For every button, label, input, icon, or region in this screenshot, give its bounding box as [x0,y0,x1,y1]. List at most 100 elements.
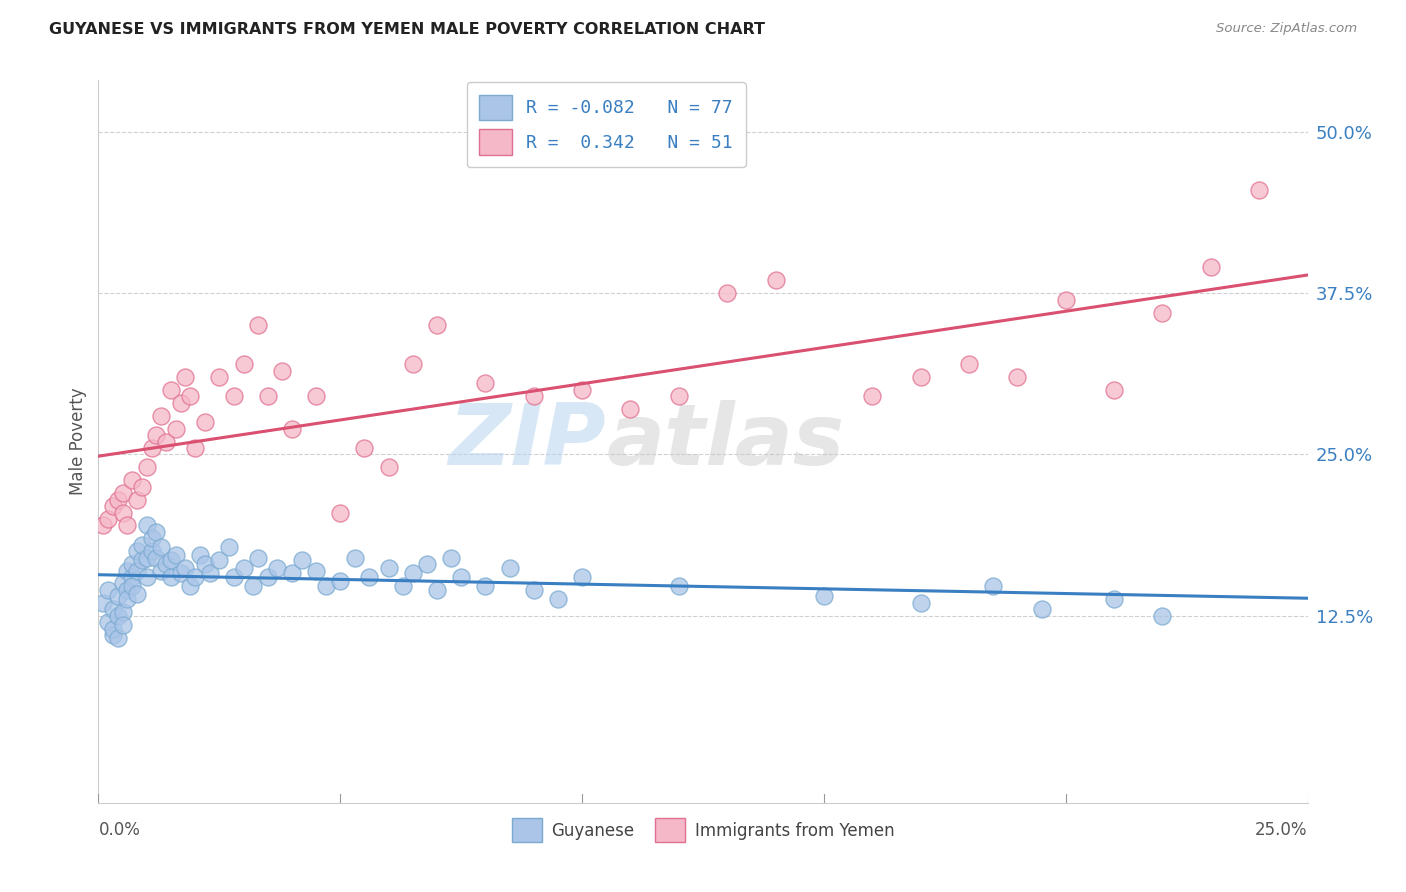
Point [121,557,143,571]
Point [155,557,177,571]
Point [266,561,288,575]
Point [101,628,124,642]
Point [145,550,167,565]
Point [107,492,129,507]
Point [571,383,593,397]
Point [127,544,149,558]
Point [165,422,187,436]
Point [145,428,167,442]
Point [232,561,254,575]
Point [232,357,254,371]
Point [765,273,787,287]
Point [440,550,463,565]
Point [135,570,157,584]
Point [107,590,129,604]
Point [1031,602,1053,616]
Point [174,561,197,575]
Point [416,557,439,571]
Point [127,564,149,578]
Point [188,548,211,562]
Point [117,591,139,606]
Point [1102,383,1125,397]
Point [111,617,134,632]
Point [131,480,153,494]
Point [174,370,197,384]
Point [111,506,134,520]
Point [716,286,738,301]
Point [135,518,157,533]
Point [150,564,173,578]
Point [353,441,375,455]
Point [392,579,415,593]
Point [169,566,191,581]
Point [619,402,641,417]
Point [141,544,163,558]
Point [97,582,120,597]
Point [194,557,217,571]
Point [343,550,366,565]
Point [377,561,399,575]
Point [523,389,546,403]
Point [169,396,191,410]
Point [222,389,245,403]
Point [329,574,352,588]
Point [402,357,425,371]
Point [359,570,381,584]
Point [247,550,270,565]
Text: GUYANESE VS IMMIGRANTS FROM YEMEN MALE POVERTY CORRELATION CHART: GUYANESE VS IMMIGRANTS FROM YEMEN MALE P… [49,22,765,37]
Point [117,564,139,578]
Point [111,486,134,500]
Point [426,582,449,597]
Point [198,566,221,581]
Point [1102,591,1125,606]
Point [111,576,134,591]
Point [121,473,143,487]
Point [910,370,932,384]
Point [315,579,337,593]
Point [860,389,883,403]
Point [402,566,425,581]
Point [1249,183,1271,197]
Point [813,590,835,604]
Point [135,550,157,565]
Point [281,566,304,581]
Point [377,460,399,475]
Point [957,357,980,371]
Point [222,570,245,584]
Point [668,389,690,403]
Point [305,564,328,578]
Point [290,553,312,567]
Point [179,579,201,593]
Point [91,596,114,610]
Point [150,409,173,423]
Point [160,570,183,584]
Point [179,389,201,403]
Point [547,591,569,606]
Point [121,579,143,593]
Point [141,531,163,545]
Point [523,582,546,597]
Point [150,541,173,555]
Point [426,318,449,333]
Point [101,602,124,616]
Point [107,631,129,645]
Point [329,506,352,520]
Point [121,570,143,584]
Point [910,596,932,610]
Point [668,579,690,593]
Point [117,582,139,597]
Point [474,579,496,593]
Point [127,587,149,601]
Text: 25.0%: 25.0% [1256,821,1308,839]
Point [145,524,167,539]
Point [127,492,149,507]
Point [194,415,217,429]
Point [141,441,163,455]
Point [218,541,240,555]
Point [101,622,124,636]
Point [571,570,593,584]
Point [305,389,328,403]
Point [165,548,187,562]
Point [1199,260,1222,275]
Point [91,518,114,533]
